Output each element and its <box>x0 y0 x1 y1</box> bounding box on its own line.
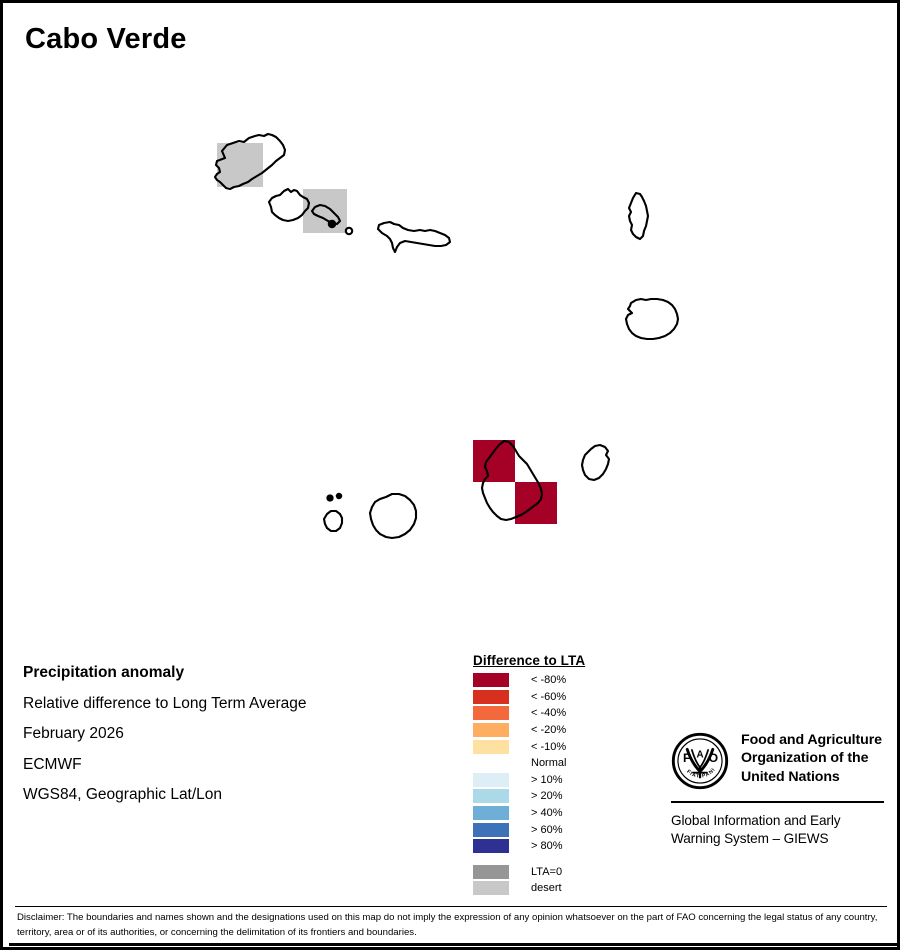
legend-item[interactable]: < -80% <box>473 672 585 689</box>
legend-swatch <box>473 822 509 837</box>
legend-swatch <box>473 706 509 721</box>
giews-line-2: Warning System – GIEWS <box>671 831 829 847</box>
islet-rombo-east <box>335 492 343 500</box>
island-sao-vicente <box>267 187 311 223</box>
legend-label: < -80% <box>531 674 567 687</box>
legend-item[interactable]: > 10% <box>473 772 585 789</box>
legend-label: < -20% <box>531 724 567 737</box>
legend-swatch <box>473 689 509 704</box>
anomaly-cell-desert-santa-luzia <box>303 189 347 233</box>
legend-label: Normal <box>531 757 567 770</box>
page-title: Cabo Verde <box>25 23 187 55</box>
island-sao-nicolau <box>376 220 452 254</box>
island-santa-luzia <box>310 203 342 226</box>
legend-swatch-empty <box>473 756 509 771</box>
legend-label: > 40% <box>531 807 563 820</box>
legend-swatch <box>473 789 509 804</box>
footer-rule <box>9 943 897 946</box>
anomaly-cell-desert-santo-antao <box>217 143 263 187</box>
map-canvas[interactable] <box>3 3 897 643</box>
legend-swatch <box>473 739 509 754</box>
svg-text:O: O <box>709 751 718 765</box>
island-branco <box>327 219 337 229</box>
legend-swatch <box>473 881 509 896</box>
legend-swatch <box>473 673 509 688</box>
island-fogo <box>368 492 418 540</box>
legend-label: > 80% <box>531 840 563 853</box>
disclaimer-text: Disclaimer: The boundaries and names sho… <box>17 912 878 938</box>
legend-swatch <box>473 772 509 787</box>
legend-label: > 20% <box>531 790 563 803</box>
legend-item[interactable]: > 60% <box>473 821 585 838</box>
legend-label: LTA=0 <box>531 865 563 878</box>
island-brava <box>322 509 344 533</box>
caption-line-projection: WGS84, Geographic Lat/Lon <box>23 786 223 803</box>
legend-item-normal[interactable]: Normal <box>473 755 585 772</box>
legend-swatch <box>473 806 509 821</box>
fao-name-line-1: Food and Agriculture <box>741 732 882 748</box>
legend-label: < -40% <box>531 707 567 720</box>
fao-organization-name: Food and Agriculture Organization of the… <box>741 731 882 786</box>
caption-line-period: February 2026 <box>23 725 124 742</box>
legend-separator <box>473 855 585 864</box>
legend-swatch <box>473 723 509 738</box>
legend: Difference to LTA < -80% < -60% < -40% <… <box>473 653 585 897</box>
caption-line-subtitle: Relative difference to Long Term Average <box>23 694 307 712</box>
legend-label: > 10% <box>531 773 563 786</box>
fao-name-line-2: Organization of the <box>741 750 869 767</box>
island-sal <box>627 191 650 241</box>
island-boa-vista <box>624 297 680 341</box>
legend-label: < -60% <box>531 690 567 703</box>
island-santiago <box>480 439 544 522</box>
anomaly-cell-severe-santiago-nw <box>473 440 515 482</box>
legend-item-lta-zero[interactable]: LTA=0 <box>473 864 585 881</box>
legend-label: desert <box>531 882 562 895</box>
caption-line-source: ECMWF <box>23 755 82 773</box>
fao-divider <box>671 801 884 803</box>
caption-block: Precipitation anomaly Relative differenc… <box>23 658 307 811</box>
svg-text:F: F <box>683 751 690 765</box>
anomaly-cell-layer <box>217 143 557 524</box>
legend-item[interactable]: < -10% <box>473 738 585 755</box>
legend-item[interactable]: > 80% <box>473 838 585 855</box>
legend-label: > 60% <box>531 823 563 836</box>
giews-subtitle: Global Information and Early Warning Sys… <box>671 812 886 849</box>
legend-item[interactable]: < -60% <box>473 689 585 706</box>
legend-item[interactable]: < -20% <box>473 722 585 739</box>
caption-line-title: Precipitation anomaly <box>23 664 185 681</box>
island-maio <box>580 443 611 482</box>
legend-label: < -10% <box>531 740 567 753</box>
island-santo-antao <box>213 132 287 191</box>
legend-item[interactable]: > 40% <box>473 805 585 822</box>
legend-item-desert[interactable]: desert <box>473 880 585 897</box>
anomaly-cell-severe-santiago-se <box>515 482 557 524</box>
disclaimer-divider <box>15 906 887 907</box>
legend-title: Difference to LTA <box>473 653 586 668</box>
legend-item[interactable]: < -40% <box>473 705 585 722</box>
fao-branding: F A O FIAT PANIS Food and Agriculture Or… <box>669 728 886 849</box>
island-raso <box>344 226 354 236</box>
islet-rombo-north <box>326 494 334 502</box>
fao-logo-icon: F A O FIAT PANIS <box>669 728 729 790</box>
giews-line-1: Global Information and Early <box>671 813 841 828</box>
legend-swatch <box>473 839 509 854</box>
legend-item[interactable]: > 20% <box>473 788 585 805</box>
svg-text:A: A <box>696 750 703 761</box>
fao-name-line-3: United Nations <box>741 768 840 785</box>
legend-swatch <box>473 864 509 879</box>
